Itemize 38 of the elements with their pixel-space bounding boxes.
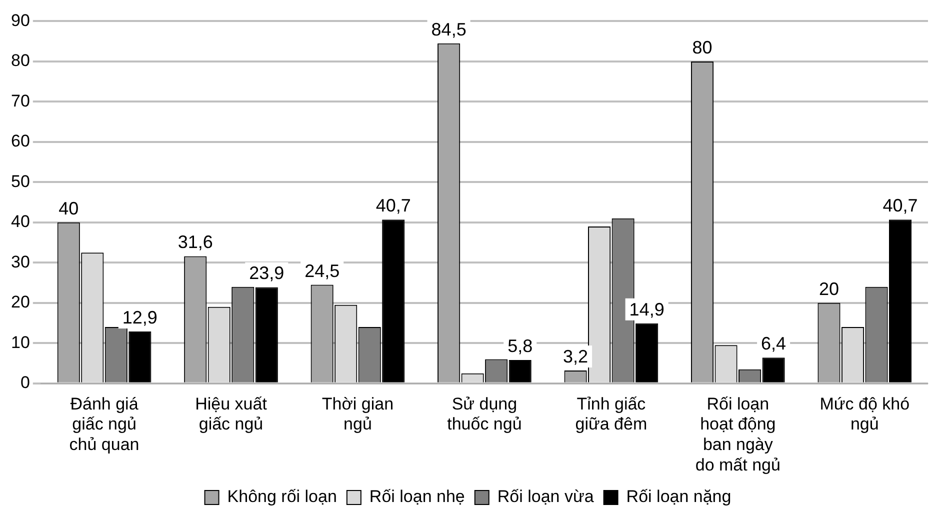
y-tick-label: 70 [10, 91, 30, 110]
data-label: 24,5 [304, 260, 340, 281]
legend-label: Rối loạn nặng [626, 487, 732, 506]
x-tick-label: Thời gian ngủ [322, 394, 394, 434]
legend-label: Rối loạn vừa [497, 487, 594, 506]
y-tick-label: 10 [10, 332, 30, 352]
data-label: 80 [692, 37, 712, 58]
data-label: 6,4 [761, 334, 786, 354]
data-label: 40,7 [376, 196, 411, 216]
x-tick-label: Tỉnh giấc giữa đêm [575, 394, 648, 434]
legend-label: Không rối loạn [227, 487, 337, 506]
x-tick-label: Mức độ khó ngủ [820, 394, 910, 434]
bar [128, 331, 152, 382]
data-label: 3,2 [563, 346, 588, 366]
y-tick-label: 60 [10, 132, 30, 151]
bar [382, 220, 405, 382]
data-label: 40 [58, 198, 79, 218]
data-label: 12,9 [122, 307, 158, 328]
y-tick-label: 90 [10, 10, 30, 30]
x-tick-label: Sử dụng thuốc ngủ [447, 394, 522, 434]
x-tick-label: Rối loạn hoạt động ban ngày do mất ngủ [695, 394, 780, 474]
y-tick-label: 80 [10, 51, 30, 70]
y-tick-label: 40 [10, 212, 30, 232]
y-tick-label: 0 [20, 373, 30, 392]
data-label: 23,9 [249, 263, 284, 284]
data-label: 14,9 [629, 299, 664, 320]
x-tick-label: Đánh giá giấc ngủ chủ quan [69, 394, 140, 454]
x-tick-label: Hiệu xuất giấc ngủ [195, 394, 268, 434]
y-tick-label: 30 [10, 252, 30, 272]
data-label: 20 [818, 278, 840, 299]
data-label: 40,7 [882, 196, 918, 216]
data-label: 5,8 [508, 336, 533, 356]
legend-label: Rối loạn nhẹ [369, 487, 465, 506]
bar [636, 323, 658, 382]
y-tick-label: 20 [10, 292, 30, 312]
y-tick-label: 50 [10, 172, 30, 191]
data-label: 84,5 [431, 19, 466, 40]
data-label: 31,6 [178, 232, 213, 252]
